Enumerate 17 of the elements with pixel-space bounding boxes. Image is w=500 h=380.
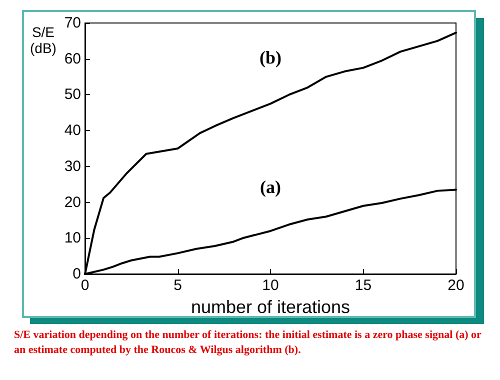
y-tick-label: 30 [64,158,81,175]
x-tick-label: 10 [262,277,279,294]
y-tick-label: 40 [64,122,81,140]
x-tick-label: 5 [174,277,182,294]
y-tick-label: 20 [64,194,81,211]
y-tick-label: 10 [64,230,81,247]
series-label: (b) [260,48,282,68]
series-label: (a) [260,176,281,197]
y-tick-label: 60 [64,50,81,68]
x-axis-title: number of iterations [190,296,350,317]
y-tick-label: 50 [64,86,81,104]
x-tick-label: 15 [354,277,372,294]
y-tick-label: 70 [64,14,81,32]
y-tick-label: 0 [72,266,81,282]
y-axis-title: S/E (dB) [30,24,56,56]
text: S/E variation depending on the number of iterations: the initial estimate is a zero phase signal (a) or an estimate computed by the Roucos & Wilgus algorithm (b). [14,328,482,358]
x-tick-label: 20 [448,277,464,294]
